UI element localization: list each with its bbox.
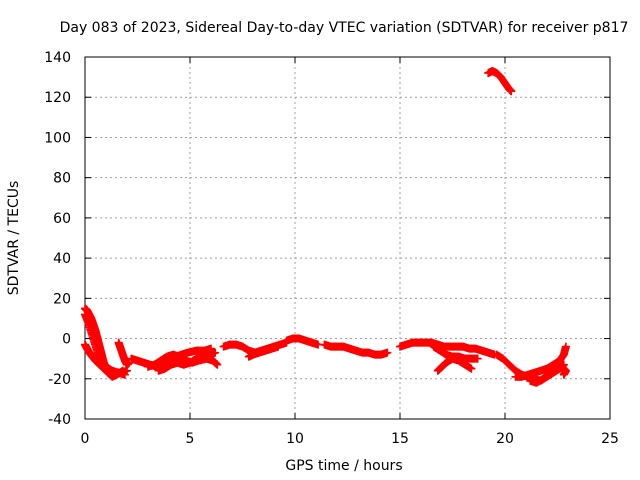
data-point-marker [211, 348, 220, 357]
x-axis-label: GPS time / hours [285, 458, 402, 474]
series-arc-5 [320, 340, 392, 359]
y-tick-label: 80 [53, 171, 71, 187]
y-tick-label: 20 [53, 291, 71, 307]
series-arc-6c [433, 354, 476, 375]
series-arc-high [484, 67, 516, 96]
data-point-marker [118, 366, 127, 375]
data-point-marker [473, 354, 482, 363]
data-point-marker [213, 360, 222, 369]
y-tick-label: 60 [53, 211, 71, 227]
x-tick-label: 0 [81, 431, 90, 447]
series-arc-spike [114, 338, 134, 369]
x-axis-ticks: 0 5 10 15 20 25 [81, 57, 619, 447]
series-arc-3b [244, 342, 283, 361]
x-tick-label: 5 [186, 431, 195, 447]
series-arc-4 [282, 334, 323, 349]
y-axis-label: SDTVAR / TECUs [6, 181, 22, 296]
data-points [81, 67, 570, 387]
series-arc-7c [526, 362, 570, 387]
chart-title: Day 083 of 2023, Sidereal Day-to-day VTE… [60, 20, 629, 36]
y-tick-label: 140 [44, 50, 71, 66]
data-point-marker [467, 364, 476, 373]
data-point-marker [274, 342, 283, 351]
y-tick-label: 100 [44, 130, 71, 146]
series-arc-start-low [81, 340, 127, 381]
series-arc-2c [154, 348, 220, 375]
y-axis-ticks: -40 -20 0 20 40 60 80 100 120 140 [44, 50, 610, 428]
y-tick-label: 0 [62, 332, 71, 348]
plot-frame [84, 56, 611, 420]
x-tick-label: 20 [496, 431, 514, 447]
x-tick-label: 10 [286, 431, 304, 447]
x-tick-label: 25 [601, 431, 619, 447]
x-tick-label: 15 [391, 431, 409, 447]
y-tick-label: 40 [53, 251, 71, 267]
y-tick-label: -40 [48, 412, 71, 428]
y-tick-label: 120 [44, 90, 71, 106]
y-tick-label: -20 [48, 372, 71, 388]
data-point-marker [561, 342, 570, 351]
data-point-marker [507, 87, 516, 96]
data-point-marker [383, 348, 392, 357]
data-point-marker [559, 370, 568, 379]
